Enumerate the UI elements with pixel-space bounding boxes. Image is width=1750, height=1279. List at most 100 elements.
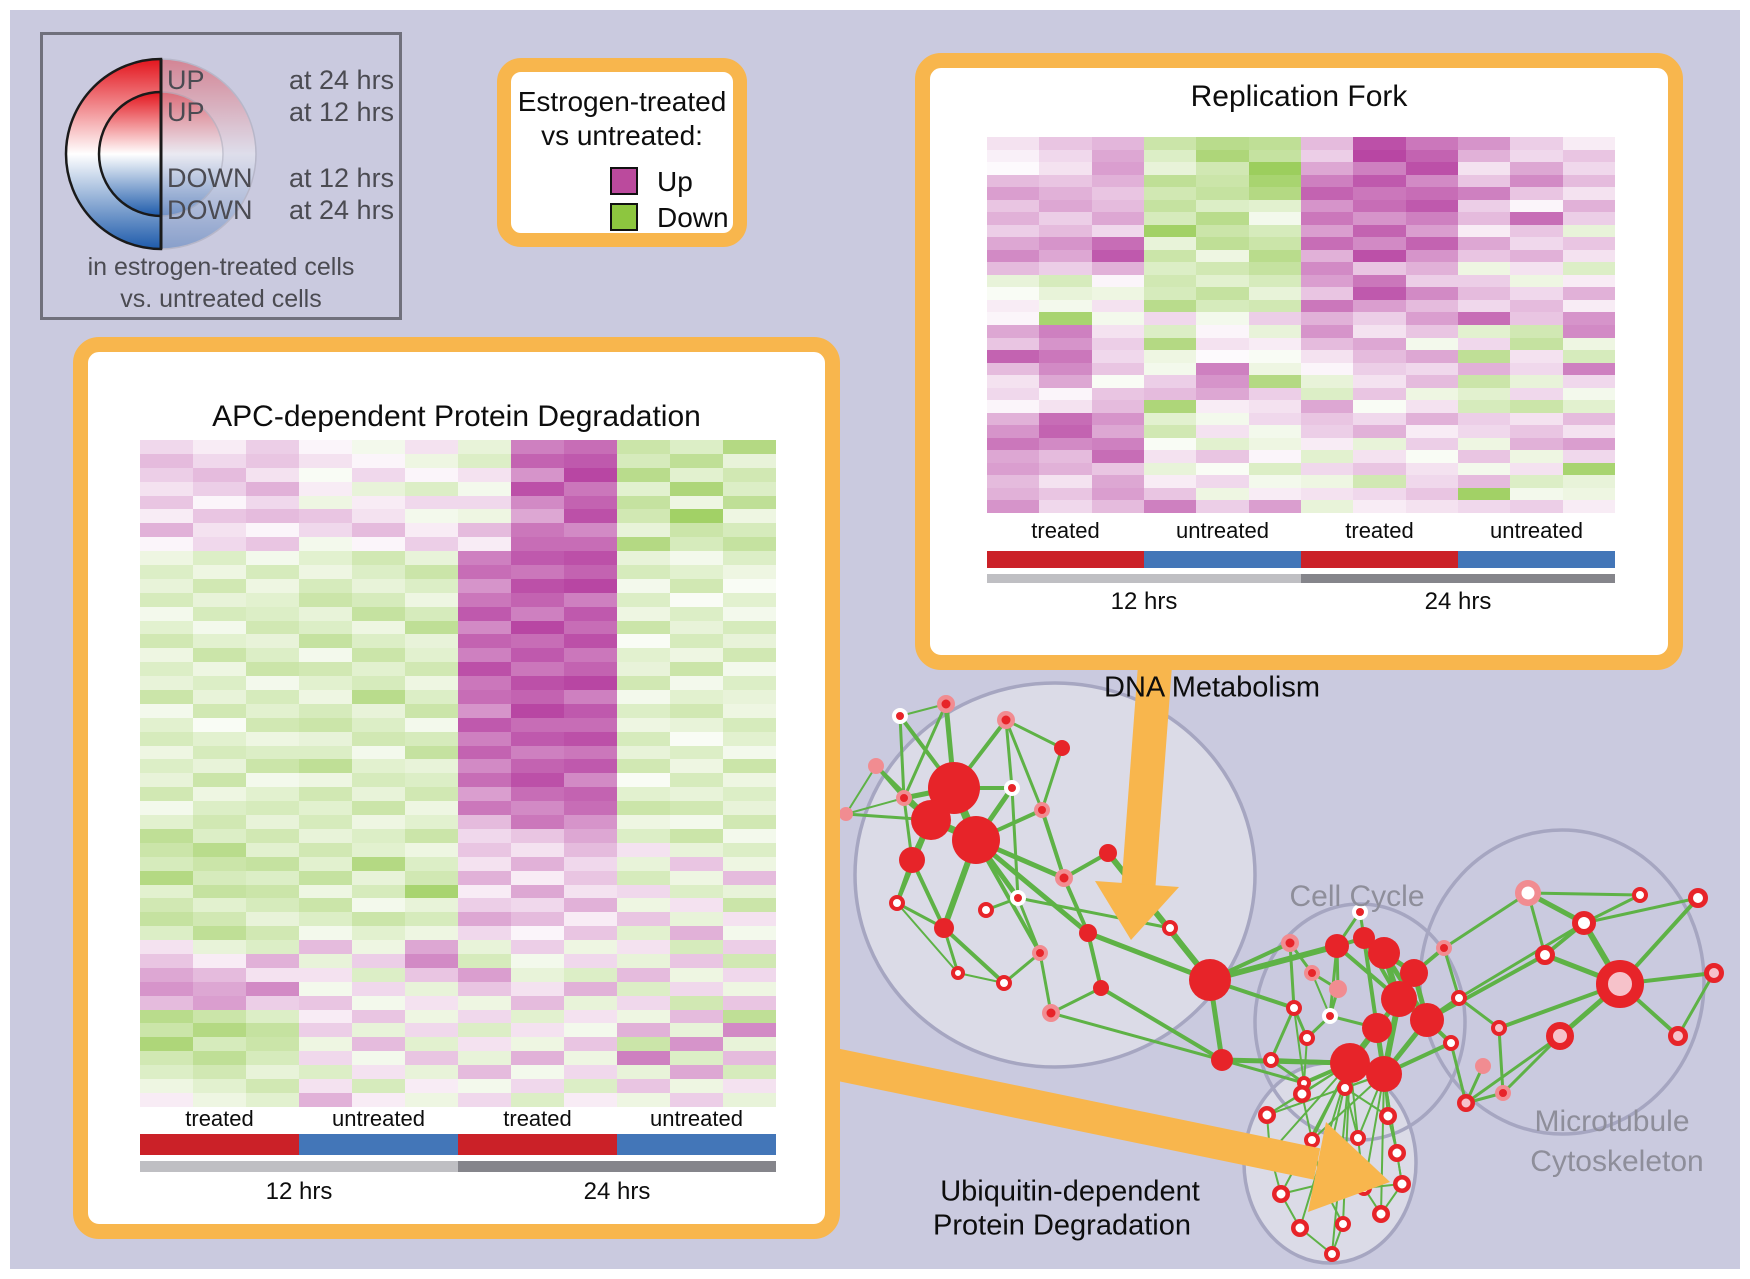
- heatmap-cell: [299, 467, 352, 482]
- heatmap-cell: [352, 912, 405, 927]
- heatmap-cell: [1562, 500, 1615, 513]
- heatmap-cell: [405, 1092, 458, 1107]
- heatmap-cell: [723, 870, 776, 885]
- heatmap-cell: [670, 1051, 723, 1066]
- heatmap-cell: [458, 1009, 511, 1024]
- heatmap-cell: [511, 940, 564, 954]
- heatmap-cell: [352, 926, 405, 941]
- heatmap-cell: [511, 592, 564, 607]
- heatmap-row: [140, 856, 776, 871]
- heatmap-cell: [987, 387, 1040, 401]
- heatmap-cell: [352, 1065, 405, 1079]
- heatmap-cell: [1510, 299, 1563, 313]
- heatmap-cell: [1405, 437, 1458, 451]
- colorbar-segment: [1301, 551, 1458, 568]
- network-edge: [1425, 953, 1547, 1022]
- heatmap-cell: [723, 620, 776, 635]
- heatmap-cell: [1196, 187, 1249, 200]
- heatmap-cell: [458, 676, 511, 691]
- heatmap-cell: [1039, 450, 1092, 463]
- heatmap-cell: [1039, 425, 1092, 438]
- heatmap-row: [140, 676, 776, 691]
- heatmap-cell: [564, 1023, 617, 1038]
- heatmap-cell: [987, 375, 1040, 388]
- heatmap-cell: [246, 703, 299, 718]
- network-edge: [1040, 746, 1064, 812]
- heatmap-cell: [140, 1037, 193, 1052]
- heatmap-cell: [723, 440, 776, 454]
- heatmap-cell: [193, 1092, 246, 1107]
- heatmap-cell: [1562, 475, 1615, 488]
- heatmap-cell: [1300, 274, 1354, 288]
- heatmap-cell: [617, 1092, 670, 1107]
- heatmap-cell: [511, 1009, 564, 1024]
- heatmap-cell: [1039, 224, 1092, 238]
- heatmap-cell: [352, 523, 405, 538]
- heatmap-cell: [299, 773, 352, 788]
- heatmap-cell: [1457, 287, 1511, 300]
- heatmap-cell: [299, 884, 352, 899]
- down-label: Down: [657, 202, 729, 233]
- heatmap-cell: [987, 174, 1040, 188]
- heatmap-cell: [617, 467, 670, 482]
- heatmap-cell: [987, 425, 1040, 438]
- heatmap-row: [140, 648, 776, 663]
- heatmap-cell: [458, 648, 511, 663]
- heatmap-cell: [1248, 299, 1301, 313]
- fold-time: at 24 hrs: [289, 195, 395, 225]
- heatmap-cell: [564, 759, 617, 774]
- heatmap-cell: [1300, 224, 1354, 238]
- heatmap-cell: [1091, 262, 1144, 275]
- network-node-rw: [1293, 1085, 1311, 1103]
- network-node-rw: [1388, 1144, 1406, 1162]
- heatmap-cell: [1300, 237, 1354, 250]
- heatmap-cell: [1405, 274, 1458, 288]
- heatmap-cell: [299, 967, 352, 982]
- heatmap-cell: [299, 856, 352, 871]
- heatmap-cell: [140, 967, 193, 982]
- heatmap-cell: [246, 912, 299, 927]
- heatmap-cell: [511, 981, 564, 996]
- heatmap-cell: [1457, 274, 1511, 288]
- heatmap-cell: [246, 926, 299, 941]
- heatmap-cell: [1353, 312, 1406, 325]
- heatmap-cell: [617, 898, 670, 913]
- heatmap-cell: [193, 884, 246, 899]
- arrow-apc-to-ubiquitin-shaft: [811, 1044, 1321, 1180]
- heatmap-cell: [352, 745, 405, 760]
- heatmap-row: [140, 690, 776, 704]
- heatmap-cell: [193, 1065, 246, 1079]
- network-edge: [1582, 896, 1700, 925]
- heatmap-cell: [299, 745, 352, 760]
- heatmap-cell: [1091, 362, 1144, 376]
- rf-label-24hrs: 24 hrs: [1424, 588, 1492, 615]
- heatmap-cell: [511, 828, 564, 843]
- heatmap-row: [140, 1037, 776, 1052]
- network-edge: [1464, 1034, 1562, 1105]
- heatmap-cell: [352, 565, 405, 579]
- heatmap-cell: [617, 537, 670, 552]
- heatmap-cell: [246, 856, 299, 871]
- heatmap-cell: [140, 551, 193, 566]
- network-edge: [1004, 718, 1064, 750]
- heatmap-cell: [1143, 162, 1197, 175]
- heatmap-cell: [405, 856, 458, 871]
- heatmap-cell: [193, 898, 246, 913]
- heatmap-cell: [617, 1065, 670, 1079]
- heatmap-cell: [1405, 487, 1458, 501]
- heatmap-cell: [1405, 462, 1458, 476]
- apc-time-colorbar: [140, 1161, 776, 1172]
- heatmap-cell: [246, 745, 299, 760]
- heatmap-cell: [140, 773, 193, 788]
- heatmap-cell: [1039, 287, 1092, 300]
- heatmap-cell: [1353, 237, 1406, 250]
- heatmap-cell: [1510, 337, 1563, 351]
- heatmap-cell: [299, 481, 352, 496]
- heatmap-cell: [458, 953, 511, 968]
- heatmap-cell: [193, 759, 246, 774]
- heatmap-cell: [1039, 362, 1092, 376]
- heatmap-cell: [987, 487, 1040, 501]
- heatmap-cell: [1405, 162, 1458, 175]
- heatmap-cell: [405, 592, 458, 607]
- heatmap-cell: [1300, 137, 1354, 150]
